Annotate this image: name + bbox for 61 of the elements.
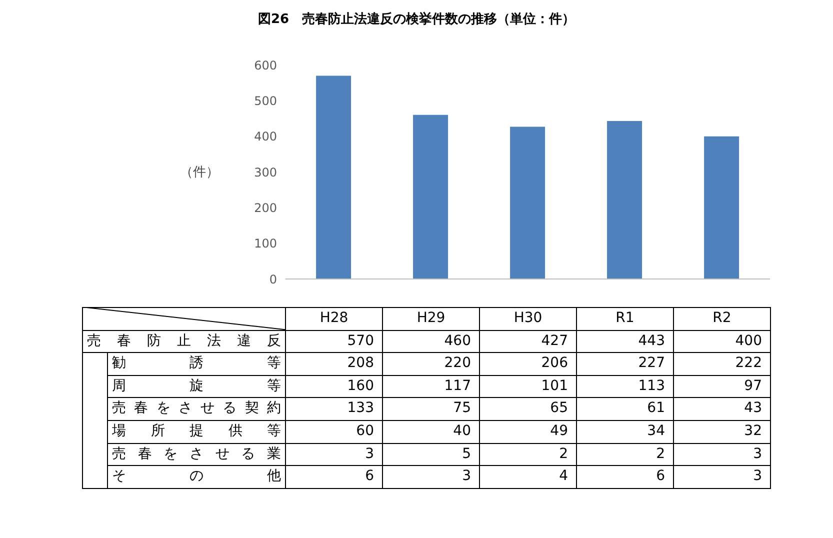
data-label: 75 [382,397,480,421]
data-label: 49 [479,420,577,444]
data-label: 222 [673,352,771,376]
data-label: 2 [576,442,674,466]
y-tick-label: 0 [269,272,277,286]
bar [510,126,546,279]
legend-label: その他 [107,465,286,489]
data-label: 427 [479,330,577,354]
legend-label: 勧誘等 [107,352,286,376]
data-label: 65 [479,397,577,421]
y-tick-label: 600 [254,58,277,72]
legend-label: 場所提供等 [107,420,286,444]
bar [413,114,448,279]
data-label: 2 [479,442,577,466]
category-label: H28 [285,307,383,331]
data-label: 3 [673,465,771,489]
category-label: R1 [576,307,674,331]
data-label: 208 [285,352,383,376]
y-axis-title: （件） [180,164,219,181]
y-tick-label: 500 [254,94,277,108]
data-label: 43 [673,397,771,421]
data-label: 34 [576,420,674,444]
data-label: 40 [382,420,480,444]
data-label: 5 [382,442,480,466]
data-label: 133 [285,397,383,421]
bar [704,136,740,279]
data-label: 3 [285,442,383,466]
data-label: 443 [576,330,674,354]
data-label: 3 [673,442,771,466]
category-label: R2 [673,307,771,331]
legend-label: 周旋等 [107,374,286,398]
y-tick-label: 200 [254,200,277,215]
bar [607,120,642,279]
data-label: 97 [673,374,771,398]
chart-title: 図26 売春防止法違反の検挙件数の推移（単位：件） [256,10,576,28]
category-label: H29 [382,307,480,331]
data-label: 3 [382,465,480,489]
data-label: 400 [673,330,771,354]
data-label: 570 [285,330,383,354]
bar [316,76,352,279]
data-label: 460 [382,330,480,354]
category-label: H30 [479,307,577,331]
y-tick-label: 100 [254,236,277,251]
y-tick-label: 400 [254,130,277,144]
text: 売春防止法違反 [82,330,286,354]
data-label: 227 [576,352,674,376]
legend-label: 売春をさせる業 [107,442,286,466]
data-label: 6 [576,465,674,489]
data-label: 32 [673,420,771,444]
data-label: 220 [382,352,480,376]
data-label: 60 [285,420,383,444]
data-label: 4 [479,465,577,489]
data-label: 206 [479,352,577,376]
legend-label: 売春をさせる契約 [107,397,286,421]
data-label: 101 [479,374,577,398]
data-label: 113 [576,374,674,398]
y-tick-label: 300 [254,165,277,180]
data-label: 6 [285,465,383,489]
data-label: 117 [382,374,480,398]
data-label: 160 [285,374,383,398]
data-label: 61 [576,397,674,421]
